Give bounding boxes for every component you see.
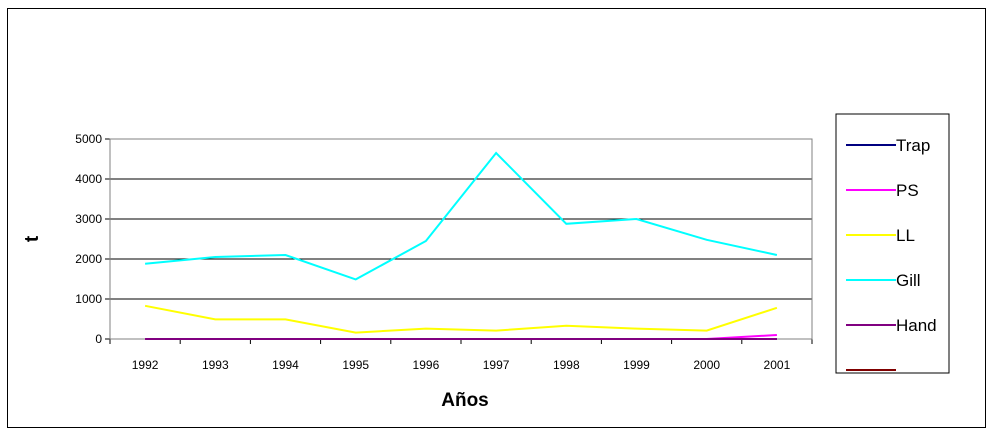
x-tick-label: 1992 — [132, 358, 159, 372]
gridlines — [105, 138, 813, 344]
x-tick-label: 1998 — [553, 358, 580, 372]
y-tick-labels: 0 1000 2000 3000 4000 5000 — [75, 132, 102, 346]
x-tick-label: 1994 — [272, 358, 299, 372]
x-tick-label: 2000 — [693, 358, 720, 372]
x-tick-label: 1997 — [483, 358, 510, 372]
x-tick-label: 1995 — [342, 358, 369, 372]
series-line-gill — [145, 151, 778, 281]
y-tick-label: 3000 — [75, 212, 102, 226]
series-lines — [144, 151, 778, 340]
x-tick-label: 1996 — [413, 358, 440, 372]
legend-label: LL — [896, 226, 915, 245]
y-tick-label: 0 — [95, 332, 102, 346]
y-tick-label: 2000 — [75, 252, 102, 266]
legend-box — [835, 113, 950, 374]
x-tick-label: 1999 — [623, 358, 650, 372]
legend-label: PS — [896, 181, 919, 200]
legend-label: Hand — [896, 316, 937, 335]
y-tick-label: 1000 — [75, 292, 102, 306]
legend-label: Trap — [896, 136, 930, 155]
x-tick-label: 2001 — [764, 358, 791, 372]
x-tick-labels: 1992 1993 1994 1995 1996 1997 1998 1999 2000 2001 — [132, 358, 791, 372]
y-tick-label: 4000 — [75, 172, 102, 186]
y-axis-title: t — [22, 235, 43, 242]
legend: Trap PS LL Gill Hand — [835, 113, 950, 374]
x-axis-title: Años — [441, 390, 489, 411]
legend-label: Gill — [896, 271, 921, 290]
series-line-ll — [144, 304, 778, 334]
y-tick-label: 5000 — [75, 132, 102, 146]
x-tick-label: 1993 — [202, 358, 229, 372]
